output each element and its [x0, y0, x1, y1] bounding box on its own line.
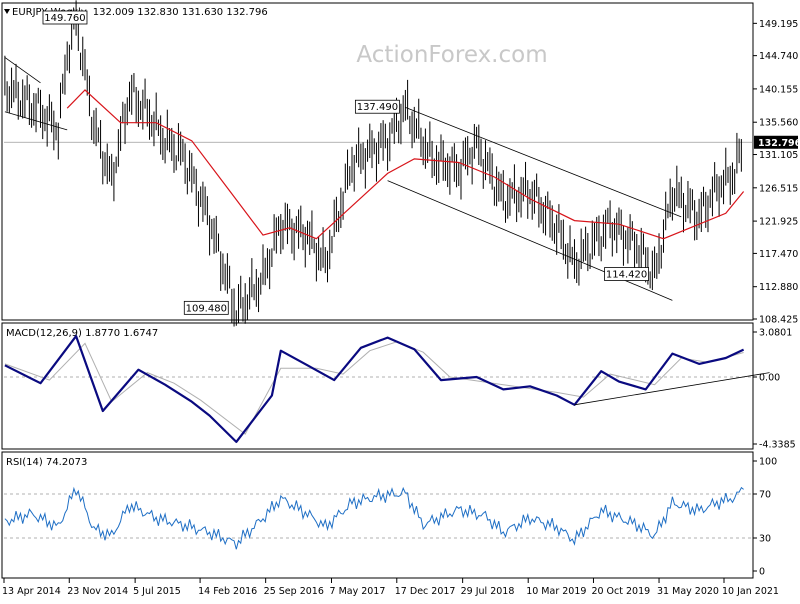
date-tick-label: 31 May 2020 — [657, 586, 719, 597]
price-annotation: 149.760 — [43, 11, 87, 24]
date-tick-label: 10 Jan 2021 — [722, 586, 779, 597]
rsi-layer — [4, 488, 752, 550]
date-tick-label: 14 Feb 2016 — [198, 586, 257, 597]
annotation-label: 109.480 — [186, 303, 227, 314]
rsi-title: RSI(14) 74.2073 — [6, 457, 87, 468]
date-tick-label: 23 Nov 2014 — [67, 586, 128, 597]
price-tick-label: 126.515 — [759, 183, 798, 194]
macd-signal-line — [5, 342, 744, 434]
date-tick-label: 10 Mar 2019 — [526, 586, 586, 597]
price-tick-label: 112.880 — [759, 282, 798, 293]
rsi-panel-frame — [2, 452, 753, 578]
rsi-tick-label: 0 — [759, 567, 765, 578]
rsi-tick-label: 100 — [759, 457, 777, 468]
dropdown-arrow-icon[interactable] — [4, 9, 10, 14]
macd-trendline — [574, 373, 769, 405]
price-annotation: 109.480 — [184, 301, 228, 314]
price-tick-label: 144.740 — [759, 51, 798, 62]
price-tick-label: 121.925 — [759, 217, 798, 228]
macd-tick-label: 3.0801 — [759, 328, 792, 339]
rsi-tick-label: 70 — [759, 490, 771, 501]
macd-line — [5, 336, 744, 442]
rsi-tick-label: 30 — [759, 534, 771, 545]
annotation-label: 114.420 — [606, 270, 647, 281]
price-tick-label: 117.470 — [759, 249, 798, 260]
channel-trendline — [5, 57, 41, 82]
price-tick-label: 108.425 — [759, 315, 798, 326]
date-tick-label: 25 Sep 2016 — [264, 586, 324, 597]
price-tick-label: 131.105 — [759, 150, 798, 161]
price-tick-label: 140.155 — [759, 84, 798, 95]
macd-tick-label: -4.3385 — [759, 440, 796, 451]
rsi-line — [5, 488, 744, 550]
macd-title: MACD(12,26,9) 1.8770 1.6747 — [6, 328, 158, 339]
date-tick-label: 29 Jul 2018 — [461, 586, 515, 597]
date-tick-label: 13 Apr 2014 — [2, 586, 61, 597]
watermark: ActionForex.com — [356, 42, 547, 68]
date-tick-label: 5 Jul 2015 — [133, 586, 181, 597]
price-annotation: 114.420 — [605, 268, 649, 281]
date-tick-label: 20 Oct 2019 — [591, 586, 650, 597]
macd-layer — [4, 336, 770, 442]
date-tick-label: 7 May 2017 — [330, 586, 386, 597]
ohlc-values: 132.009 132.830 131.630 132.796 — [93, 7, 268, 18]
annotation-label: 137.490 — [357, 102, 398, 113]
price-annotation: 137.490 — [355, 100, 399, 113]
price-tick-label: 149.195 — [759, 19, 798, 30]
channel-trendline — [405, 107, 681, 217]
annotation-label: 149.760 — [44, 13, 85, 24]
date-tick-label: 17 Dec 2017 — [395, 586, 456, 597]
macd-tick-label: 0.00 — [759, 373, 780, 384]
last-price-label: 132.796 — [758, 138, 800, 149]
price-tick-label: 135.560 — [759, 118, 798, 129]
